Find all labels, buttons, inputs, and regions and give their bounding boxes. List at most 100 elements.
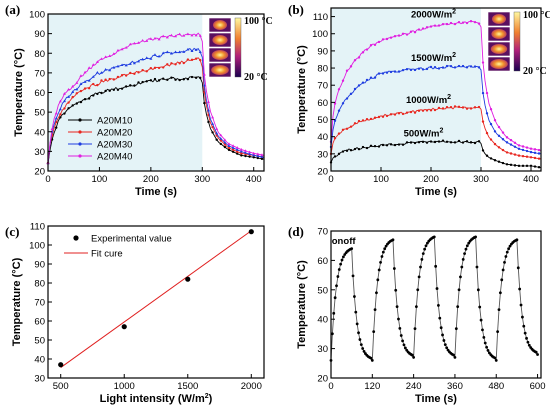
cycle-marker: [453, 356, 457, 359]
y-tick-label: 30: [317, 149, 328, 160]
series-2-marker: [461, 106, 465, 109]
series-0-marker: [381, 38, 385, 41]
series-A20M10-marker: [174, 78, 177, 81]
y-tick-label: 100: [29, 10, 45, 21]
series-A20M30-marker: [243, 151, 247, 154]
series-A20M20-marker: [236, 150, 239, 153]
cycle-marker: [370, 358, 374, 362]
cycle-marker: [373, 308, 377, 312]
cycle-marker: [465, 244, 469, 248]
series-A20M40-marker: [58, 99, 62, 103]
series-A20M10-marker: [170, 76, 173, 79]
series-0-marker: [425, 26, 429, 29]
series-A20M10-marker: [79, 100, 83, 104]
series-A20M20-marker: [67, 101, 70, 104]
cycle-marker: [424, 244, 428, 248]
cycle-marker: [515, 238, 519, 242]
cycle-marker: [441, 333, 444, 337]
label-2000: 2000W/m2: [411, 8, 456, 20]
series-A20M10-marker: [55, 126, 58, 129]
series-2-marker: [373, 116, 377, 119]
y-tick-label: 70: [317, 227, 328, 238]
cycle-marker: [442, 339, 446, 342]
cycle-marker: [380, 255, 384, 258]
x-tick-label: 600: [530, 381, 546, 392]
series-0-marker: [469, 20, 473, 23]
series-A20M40-marker: [174, 34, 178, 38]
series-0-marker: [341, 79, 345, 82]
series-0-marker: [529, 147, 533, 150]
series-2-marker: [433, 108, 437, 112]
series-1-marker: [533, 151, 537, 155]
series-1-marker: [481, 91, 485, 95]
series-3-marker: [361, 145, 365, 149]
series-A20M30-marker: [211, 122, 215, 125]
cycle-marker: [350, 247, 354, 251]
cycle-marker: [416, 288, 420, 292]
series-1-marker: [465, 66, 469, 69]
legend-marker-experimental: [73, 235, 79, 241]
series-A20M40-marker: [243, 149, 247, 152]
series-1-marker: [513, 145, 517, 148]
series-2-marker: [465, 107, 469, 110]
series-A20M10-marker: [244, 154, 247, 158]
series-1-marker: [365, 78, 369, 82]
series-2-marker: [437, 106, 441, 110]
cycle-marker: [464, 247, 468, 251]
cycle-marker: [421, 252, 425, 256]
data-point: [248, 229, 254, 235]
legend-entry-fit: Fit cure: [91, 249, 123, 260]
series-0-marker: [405, 33, 409, 36]
series-0-marker: [497, 125, 501, 129]
series-0-marker: [433, 24, 437, 27]
series-A20M10-marker: [190, 75, 194, 79]
x-tick-label: 0: [45, 174, 50, 185]
series-A20M40-marker: [248, 150, 252, 154]
series-A20M40-marker: [178, 32, 182, 36]
series-A20M20-marker: [71, 95, 74, 99]
series-A20M10-marker: [211, 131, 214, 134]
series-3-marker: [401, 143, 405, 146]
series-A20M10-marker: [104, 89, 107, 93]
series-0-marker: [409, 30, 413, 33]
cycle-marker: [493, 356, 497, 360]
series-A20M40-marker: [231, 144, 235, 147]
series-A20M30-marker: [202, 83, 206, 87]
cycle-marker: [359, 343, 363, 347]
series-2-marker: [365, 118, 369, 121]
series-A20M30-marker: [141, 57, 145, 61]
cycle-marker: [534, 350, 538, 354]
cycle-marker: [369, 356, 373, 360]
series-1-marker: [457, 64, 461, 68]
legend-marker: [78, 118, 82, 122]
y-tick-label: 60: [317, 256, 328, 267]
series-2-marker: [397, 112, 401, 115]
series-0-marker: [401, 32, 405, 36]
series-A20M20-marker: [129, 71, 132, 75]
y-tick-label: 50: [317, 285, 328, 296]
x-tick-label: 120: [364, 381, 380, 392]
series-2-marker: [473, 106, 477, 109]
cycle-marker: [505, 250, 509, 254]
cycle-marker: [503, 260, 506, 264]
series-A20M30-marker: [231, 146, 235, 149]
y-axis-title: Temperature (°C): [11, 257, 23, 346]
series-A20M10-marker: [137, 81, 140, 84]
series-3-marker: [425, 141, 429, 144]
cycle-marker: [454, 327, 458, 331]
label-1000: 1000W/m2: [406, 94, 451, 106]
series-A20M10-marker: [227, 148, 231, 152]
series-A20M40-marker: [108, 54, 112, 57]
x-axis-title: Time (s): [415, 186, 457, 198]
cycle-marker: [463, 252, 466, 256]
series-1-marker: [473, 65, 477, 68]
series-A20M20-marker: [63, 107, 66, 110]
series-1-marker: [385, 71, 389, 74]
series-A20M20-marker: [59, 113, 62, 116]
cycle-marker: [519, 303, 523, 307]
y-tick-label: 90: [317, 46, 328, 57]
x-axis-title: Time (s): [415, 393, 457, 405]
series-A20M20-marker: [120, 74, 124, 77]
series-0-marker: [465, 21, 469, 25]
series-3-marker: [413, 141, 417, 145]
